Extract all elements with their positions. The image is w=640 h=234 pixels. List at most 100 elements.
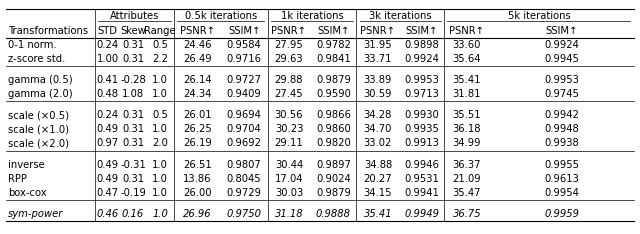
Text: 0.49: 0.49: [97, 160, 118, 170]
Text: 1.08: 1.08: [122, 89, 144, 99]
Text: 0.9930: 0.9930: [404, 110, 439, 120]
Text: 1.00: 1.00: [97, 54, 118, 64]
Text: 26.00: 26.00: [183, 188, 212, 198]
Text: 0.47: 0.47: [97, 188, 118, 198]
Text: 36.18: 36.18: [452, 124, 481, 134]
Text: 0.9913: 0.9913: [404, 139, 439, 149]
Text: -0.31: -0.31: [120, 160, 146, 170]
Text: 17.04: 17.04: [275, 174, 303, 184]
Text: 0.9953: 0.9953: [404, 75, 439, 85]
Text: gamma (0.5): gamma (0.5): [8, 75, 73, 85]
Text: 0.48: 0.48: [97, 89, 118, 99]
Text: scale (×1.0): scale (×1.0): [8, 124, 69, 134]
Text: 26.19: 26.19: [183, 139, 212, 149]
Text: 21.09: 21.09: [452, 174, 481, 184]
Text: 27.45: 27.45: [275, 89, 303, 99]
Text: 0.46: 0.46: [97, 209, 118, 219]
Text: 20.27: 20.27: [364, 174, 392, 184]
Text: 35.51: 35.51: [452, 110, 481, 120]
Text: 31.95: 31.95: [364, 40, 392, 50]
Text: 0.9704: 0.9704: [227, 124, 262, 134]
Text: -0.19: -0.19: [120, 188, 146, 198]
Text: 31.18: 31.18: [275, 209, 303, 219]
Text: 33.02: 33.02: [364, 139, 392, 149]
Text: 0.16: 0.16: [122, 209, 144, 219]
Text: 0.9948: 0.9948: [544, 124, 579, 134]
Text: 0.9409: 0.9409: [227, 89, 262, 99]
Text: -0.28: -0.28: [120, 75, 146, 85]
Text: 29.63: 29.63: [275, 54, 303, 64]
Text: 27.95: 27.95: [275, 40, 303, 50]
Text: 1.0: 1.0: [152, 188, 168, 198]
Text: 0.9584: 0.9584: [227, 40, 262, 50]
Text: Range: Range: [144, 26, 176, 36]
Text: 30.03: 30.03: [275, 188, 303, 198]
Text: 35.41: 35.41: [452, 75, 481, 85]
Text: 26.49: 26.49: [183, 54, 212, 64]
Text: 0.9898: 0.9898: [404, 40, 439, 50]
Text: 1.0: 1.0: [152, 89, 168, 99]
Text: 0.31: 0.31: [122, 110, 144, 120]
Text: 0.9807: 0.9807: [227, 160, 262, 170]
Text: 30.44: 30.44: [275, 160, 303, 170]
Text: 1.0: 1.0: [152, 124, 168, 134]
Text: 1k iterations: 1k iterations: [280, 11, 344, 22]
Text: 1.0: 1.0: [152, 209, 168, 219]
Text: STD: STD: [97, 26, 118, 36]
Text: SSIM↑: SSIM↑: [545, 26, 578, 36]
Text: 0.9953: 0.9953: [544, 75, 579, 85]
Text: 0.9879: 0.9879: [316, 188, 351, 198]
Text: SSIM↑: SSIM↑: [406, 26, 438, 36]
Text: 36.75: 36.75: [452, 209, 481, 219]
Text: PSNR↑: PSNR↑: [271, 26, 307, 36]
Text: 33.60: 33.60: [452, 40, 481, 50]
Text: 0.31: 0.31: [122, 124, 144, 134]
Text: 35.41: 35.41: [364, 209, 392, 219]
Text: 1.0: 1.0: [152, 174, 168, 184]
Text: 0.9924: 0.9924: [544, 40, 579, 50]
Text: 0.9866: 0.9866: [316, 110, 351, 120]
Text: 0.9692: 0.9692: [227, 139, 262, 149]
Text: 29.11: 29.11: [275, 139, 303, 149]
Text: 0.9590: 0.9590: [316, 89, 351, 99]
Text: 0.9941: 0.9941: [404, 188, 439, 198]
Text: 0.9946: 0.9946: [404, 160, 439, 170]
Text: 34.70: 34.70: [364, 124, 392, 134]
Text: 0.97: 0.97: [97, 139, 118, 149]
Text: 0.9924: 0.9924: [404, 54, 439, 64]
Text: 1.0: 1.0: [152, 75, 168, 85]
Text: 0.9954: 0.9954: [544, 188, 579, 198]
Text: 26.96: 26.96: [183, 209, 212, 219]
Text: 0.9745: 0.9745: [544, 89, 579, 99]
Text: 0.5k iterations: 0.5k iterations: [185, 11, 257, 22]
Text: 0.31: 0.31: [122, 40, 144, 50]
Text: 35.47: 35.47: [452, 188, 481, 198]
Text: 0.41: 0.41: [97, 75, 118, 85]
Text: 2.2: 2.2: [152, 54, 168, 64]
Text: 0.9897: 0.9897: [316, 160, 351, 170]
Text: 24.46: 24.46: [183, 40, 212, 50]
Text: 26.25: 26.25: [183, 124, 212, 134]
Text: 0.9955: 0.9955: [544, 160, 579, 170]
Text: scale (×0.5): scale (×0.5): [8, 110, 69, 120]
Text: 0.9024: 0.9024: [316, 174, 351, 184]
Text: PSNR↑: PSNR↑: [180, 26, 215, 36]
Text: 31.81: 31.81: [452, 89, 481, 99]
Text: SSIM↑: SSIM↑: [317, 26, 349, 36]
Text: 0.9820: 0.9820: [316, 139, 351, 149]
Text: 0.9949: 0.9949: [404, 209, 439, 219]
Text: 0.9716: 0.9716: [227, 54, 262, 64]
Text: 34.88: 34.88: [364, 160, 392, 170]
Text: PSNR↑: PSNR↑: [449, 26, 484, 36]
Text: 0.5: 0.5: [152, 40, 168, 50]
Text: 0.31: 0.31: [122, 174, 144, 184]
Text: 0.9750: 0.9750: [227, 209, 262, 219]
Text: 30.56: 30.56: [275, 110, 303, 120]
Text: sym-power: sym-power: [8, 209, 64, 219]
Text: 26.01: 26.01: [183, 110, 212, 120]
Text: Transformations: Transformations: [8, 26, 88, 36]
Text: 0.9531: 0.9531: [404, 174, 439, 184]
Text: 0.8045: 0.8045: [227, 174, 262, 184]
Text: 0.9729: 0.9729: [227, 188, 262, 198]
Text: gamma (2.0): gamma (2.0): [8, 89, 73, 99]
